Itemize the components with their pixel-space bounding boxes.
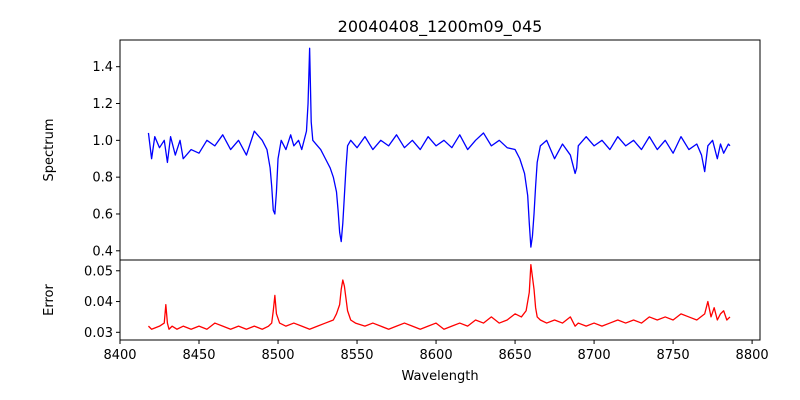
- spectrum-y-tick-label: 0.4: [92, 244, 113, 259]
- spectrum-y-tick-label: 0.6: [92, 207, 113, 222]
- error-y-tick-label: 0.04: [84, 295, 113, 310]
- error-y-tick-label: 0.03: [84, 326, 113, 341]
- x-tick-label: 8550: [340, 348, 373, 363]
- x-tick-label: 8600: [420, 348, 453, 363]
- chart-title: 20040408_1200m09_045: [338, 17, 543, 37]
- spectrum-series-line: [147, 47, 731, 248]
- error-y-ticks: 0.03 0.04 0.05: [84, 264, 120, 341]
- x-axis-label: Wavelength: [401, 369, 478, 384]
- error-series-line: [147, 263, 731, 330]
- error-plot-frame: [119, 259, 761, 341]
- spectrum-y-tick-label: 1.0: [92, 134, 113, 149]
- x-tick-label: 8750: [657, 348, 690, 363]
- x-tick-label: 8400: [103, 348, 136, 363]
- error-panel: 0.03 0.04 0.05 8400 8450 8500 8550 8600 8650 870…: [42, 259, 769, 384]
- spectrum-panel: 0.4 0.6 0.8 1.0 1.2 1.4 Spectrum: [42, 39, 761, 261]
- spectrum-y-ticks: 0.4 0.6 0.8 1.0 1.2 1.4: [92, 60, 120, 259]
- x-tick-label: 8500: [261, 348, 294, 363]
- error-y-axis-label: Error: [42, 284, 57, 316]
- spectrum-y-axis-label: Spectrum: [42, 119, 57, 182]
- error-y-tick-label: 0.05: [84, 264, 113, 279]
- x-tick-label: 8450: [182, 348, 215, 363]
- x-tick-label: 8700: [578, 348, 611, 363]
- spectrum-y-tick-label: 0.8: [92, 171, 113, 186]
- spectrum-y-tick-label: 1.4: [92, 60, 113, 75]
- x-tick-label: 8650: [499, 348, 532, 363]
- x-tick-label: 8800: [736, 348, 769, 363]
- spectrum-y-tick-label: 1.2: [92, 97, 113, 112]
- wavelength-x-ticks: 8400 8450 8500 8550 8600 8650 8700 8750 8800: [103, 340, 769, 363]
